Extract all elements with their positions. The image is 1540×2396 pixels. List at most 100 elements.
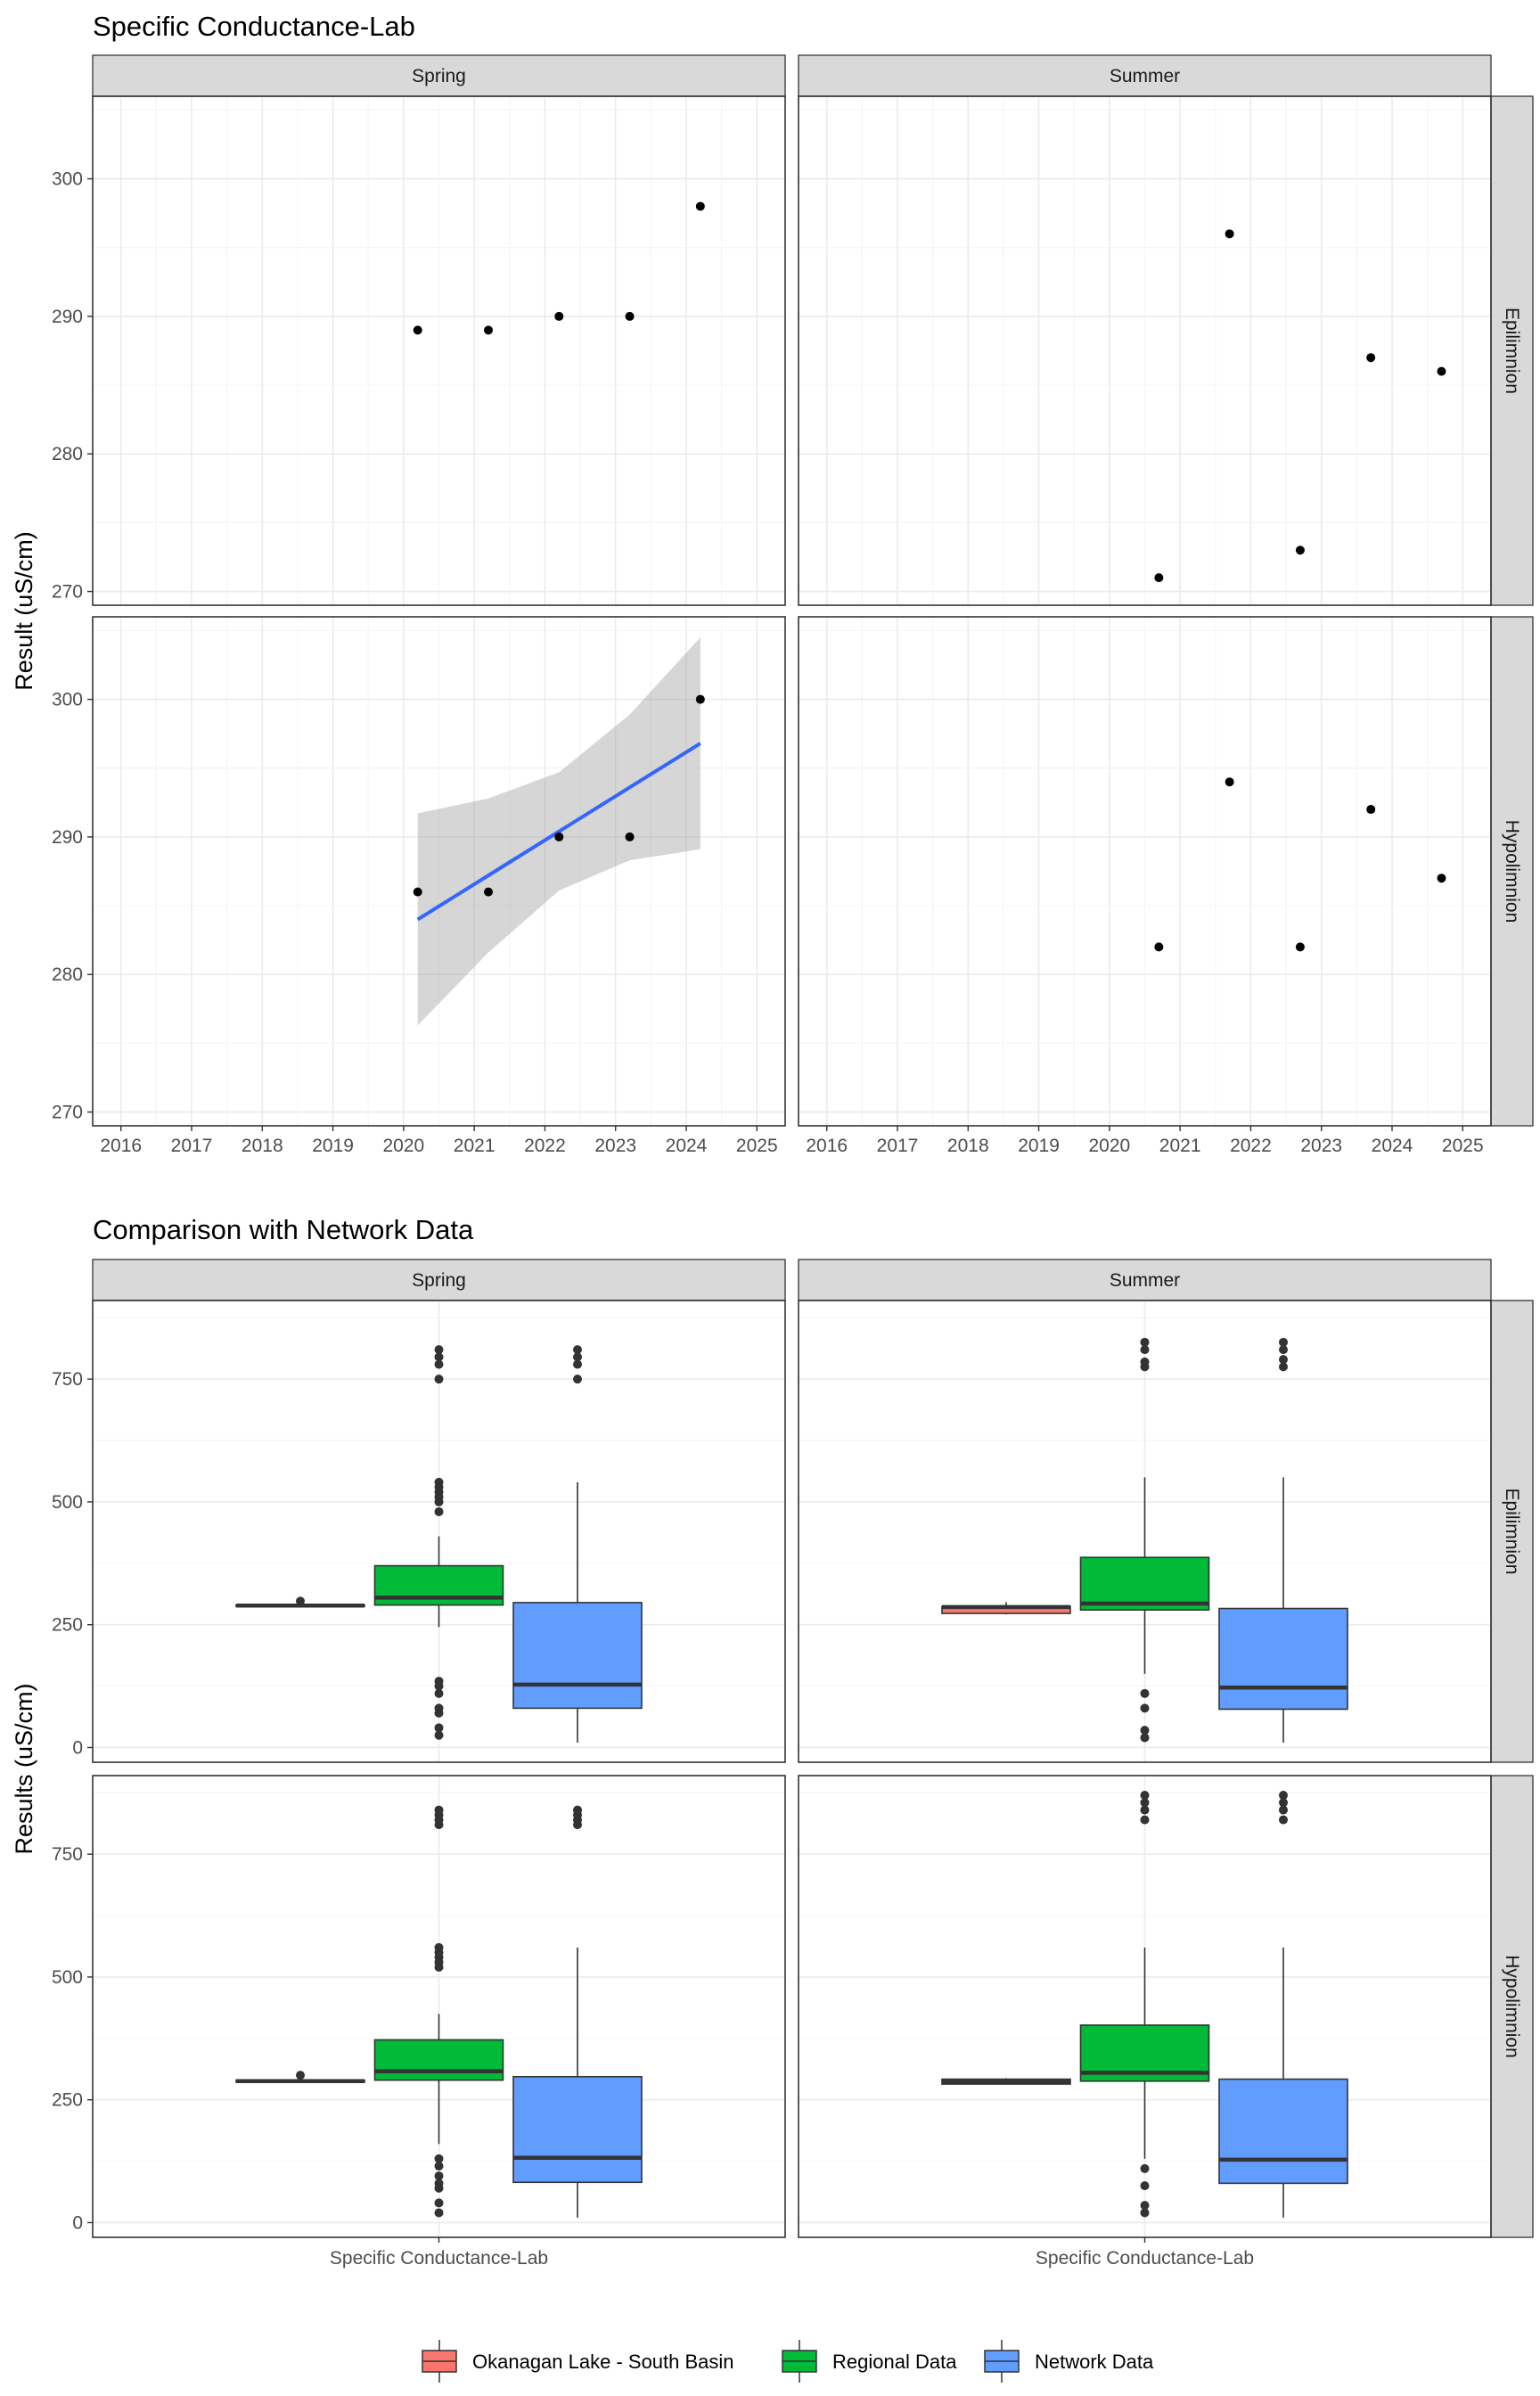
boxplot-figure: Comparison with Network Data Spring Summer… (11, 1214, 1534, 2383)
y-tick-label: 300 (52, 169, 83, 190)
data-point (695, 694, 705, 704)
outlier-point (434, 2208, 444, 2218)
box-body (373, 2039, 504, 2081)
data-point (1437, 874, 1446, 883)
legend-label: Regional Data (832, 2351, 957, 2373)
box-panel-summer-epilimnion (798, 1300, 1492, 1763)
x-tick-label: 2016 (100, 1136, 142, 1156)
data-point (554, 832, 564, 841)
data-point (413, 887, 422, 897)
box-network-data (1218, 1791, 1348, 2218)
outlier-point (1140, 1726, 1150, 1735)
x-tick-label: 2019 (312, 1136, 354, 1156)
panel-border (798, 95, 1492, 606)
x-tick-label: 2018 (242, 1136, 283, 1156)
outlier-point (296, 1596, 305, 1606)
y-axis-title: Results (uS/cm) (11, 1683, 37, 1854)
facet-label-epilimnion: Epilimnion (1502, 308, 1522, 394)
legend-label: Okanagan Lake - South Basin (472, 2351, 734, 2373)
box-body (1218, 2078, 1348, 2185)
outlier-point (434, 2171, 444, 2181)
outlier-point (1140, 1791, 1150, 1801)
outlier-point (434, 1703, 444, 1713)
outlier-point (1279, 1805, 1288, 1815)
outlier-point (1279, 1355, 1288, 1365)
x-tick-label: 2022 (524, 1136, 566, 1156)
x-tick-label: 2024 (1372, 1136, 1413, 1156)
outlier-point (434, 1805, 444, 1815)
x-tick-label: 2018 (947, 1136, 989, 1156)
data-point (1437, 366, 1446, 376)
outlier-point (434, 1506, 444, 1516)
x-tick-label: 2021 (454, 1136, 496, 1156)
outlier-point (573, 1345, 582, 1355)
y-tick-label: 290 (52, 827, 83, 848)
outlier-point (1279, 1345, 1288, 1355)
facet-label-spring: Spring (412, 66, 466, 86)
outlier-point (1279, 1798, 1288, 1808)
x-tick-label: 2017 (171, 1136, 213, 1156)
y-tick-label: 250 (52, 2090, 83, 2111)
data-point (625, 832, 635, 841)
panel-border (92, 616, 786, 1127)
legend-item-okanagan-lake-south-basin: Okanagan Lake - South Basin (422, 2340, 734, 2383)
y-tick-label: 270 (52, 582, 83, 603)
facet-strip-spring (92, 1259, 786, 1301)
outlier-point (573, 1805, 582, 1815)
box-network-data (1218, 1337, 1348, 1743)
data-point (1225, 229, 1234, 239)
x-tick-label: 2017 (877, 1136, 919, 1156)
scatter-figure: Specific Conductance-Lab Spring Summer Epil… (11, 11, 1534, 1156)
x-tick-label: 2023 (594, 1136, 636, 1156)
outlier-point (573, 1374, 582, 1384)
facet-label-epilimnion: Epilimnion (1502, 1489, 1522, 1575)
outlier-point (1140, 2181, 1150, 2191)
facet-strip-epilimnion (1490, 1300, 1534, 1763)
outlier-point (1140, 1357, 1150, 1366)
legend-item-network-data: Network Data (984, 2340, 1154, 2383)
scatter-panel-spring-hypolimnion (92, 616, 786, 1127)
data-point (484, 887, 493, 897)
data-point (484, 325, 493, 335)
outlier-point (434, 1723, 444, 1733)
facet-strip-summer (798, 54, 1492, 97)
outlier-point (434, 1359, 444, 1369)
box-okanagan-lake-south-basin (235, 1596, 365, 1608)
data-point (1225, 777, 1234, 787)
scatter-panel-spring-epilimnion (92, 95, 786, 606)
legend-item-regional-data: Regional Data (782, 2340, 957, 2383)
outlier-point (1279, 1815, 1288, 1825)
y-tick-label: 280 (52, 964, 83, 985)
outlier-point (1279, 1362, 1288, 1372)
outlier-point (1140, 1805, 1150, 1815)
x-tick-label: Specific Conductance-Lab (1036, 2248, 1254, 2269)
outlier-point (1279, 1337, 1288, 1347)
outlier-point (296, 2071, 305, 2080)
box-panel-summer-hypolimnion (798, 1775, 1492, 2238)
data-point (1366, 353, 1376, 363)
data-point (1295, 546, 1305, 555)
x-tick-label: 2023 (1300, 1136, 1342, 1156)
outlier-point (1140, 1798, 1150, 1808)
outlier-point (1140, 1815, 1150, 1825)
facet-label-spring: Spring (412, 1270, 466, 1291)
y-tick-label: 750 (52, 1844, 83, 1865)
x-tick-label: 2020 (382, 1136, 424, 1156)
facet-strip-hypolimnion (1490, 616, 1534, 1127)
chart-title-boxplot: Comparison with Network Data (93, 1214, 474, 1245)
outlier-point (1140, 1688, 1150, 1698)
scatter-panel-summer-epilimnion (798, 95, 1492, 606)
box-okanagan-lake-south-basin (235, 2071, 365, 2084)
outlier-point (1140, 2208, 1150, 2218)
chart-title-scatter: Specific Conductance-Lab (93, 11, 415, 42)
y-tick-label: 280 (52, 444, 83, 464)
x-tick-label: 2024 (666, 1136, 708, 1156)
panel-border (92, 95, 786, 606)
facet-strip-spring (92, 54, 786, 97)
data-point (1366, 805, 1376, 815)
data-point (625, 311, 635, 321)
outlier-point (1140, 2201, 1150, 2211)
outlier-point (434, 1345, 444, 1355)
